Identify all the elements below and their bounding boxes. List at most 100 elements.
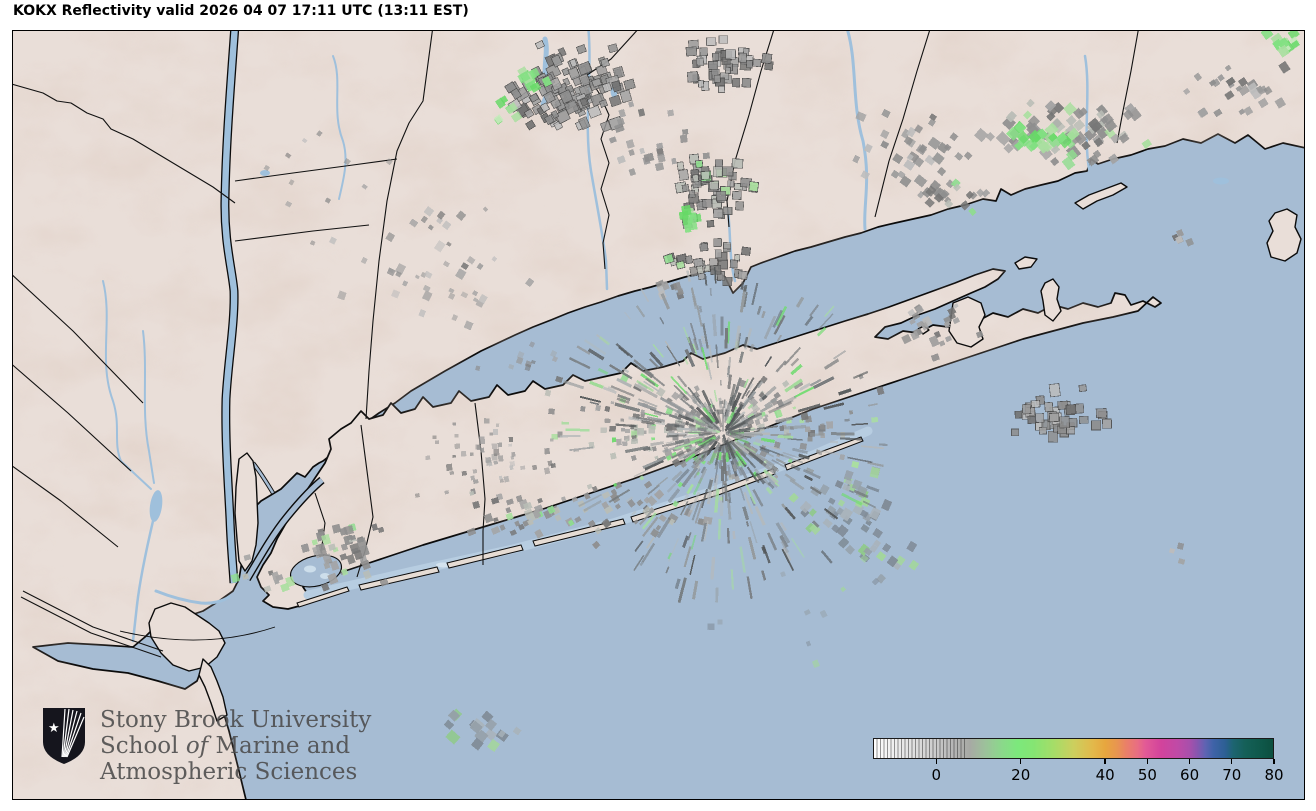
radar-spoke-echo: [722, 406, 724, 432]
radar-spoke-echo: [690, 534, 697, 550]
radar-echo: [1287, 31, 1300, 40]
radar-echo: [633, 519, 639, 525]
radar-spoke-echo: [775, 416, 793, 424]
logo-line-2: School of Marine and: [100, 733, 351, 759]
radar-spoke-echo: [576, 345, 591, 355]
radar-echo: [356, 537, 367, 548]
radar-echo: [328, 543, 337, 551]
radar-echo: [899, 175, 912, 188]
radar-echo: [1036, 128, 1048, 140]
radar-echo: [497, 455, 504, 462]
radar-echo: [532, 464, 538, 471]
radar-spoke-echo: [675, 468, 690, 484]
radar-spoke-echo: [790, 357, 800, 367]
radar-spoke-echo: [723, 459, 728, 482]
radar-echo: [460, 450, 467, 457]
radar-echo: [574, 516, 582, 524]
radar-spoke-echo: [579, 395, 602, 403]
colorbar-tick: [1146, 759, 1148, 764]
jamaica-bay-marsh: [320, 573, 330, 579]
radar-echo: [911, 311, 921, 321]
south-shore-lagoon: [296, 426, 873, 608]
radar-spoke-echo: [747, 536, 757, 560]
colorbar-tick: [1104, 759, 1106, 764]
radar-echo: [871, 577, 880, 586]
radar-spoke-echo: [765, 486, 773, 495]
radar-spoke-echo: [729, 440, 747, 458]
figure-title: KOKX Reflectivity valid 2026 04 07 17:11…: [13, 3, 469, 19]
radar-spoke-echo: [768, 401, 793, 414]
radar-spoke-echo: [714, 266, 717, 284]
radar-echo: [517, 71, 531, 84]
radar-echo: [608, 94, 622, 108]
radar-echo: [679, 134, 688, 144]
radar-spoke-echo: [682, 535, 689, 548]
radar-echo: [855, 111, 867, 122]
radar-spoke-echo: [747, 380, 762, 399]
radar-echo: [909, 318, 916, 325]
radar-spoke-echo: [609, 363, 633, 380]
radar-spoke-echo: [637, 401, 657, 412]
radar-spoke-echo: [746, 466, 760, 484]
radar-spoke-echo: [719, 495, 722, 503]
radar-spoke-echo: [701, 418, 720, 432]
radar-spoke-echo: [730, 432, 752, 439]
radar-echo: [933, 192, 944, 203]
radar-echo: [618, 108, 627, 118]
radar-echo: [549, 76, 563, 91]
radar-spoke-echo: [680, 398, 699, 413]
radar-echo: [243, 554, 252, 561]
radar-echo: [1177, 558, 1186, 565]
radar-echo: [882, 543, 892, 553]
radar-echo: [324, 197, 332, 204]
radar-echo: [837, 499, 846, 507]
radar-echo: [1055, 131, 1068, 144]
radar-echo: [764, 414, 769, 419]
radar-spoke-echo: [708, 438, 716, 446]
radar-echo: [707, 623, 715, 631]
radar-echo: [1141, 138, 1153, 149]
radar-spoke-echo: [656, 516, 672, 539]
radar-spoke-echo: [780, 540, 790, 554]
radar-echo: [735, 201, 745, 211]
radar-spoke-echo: [761, 310, 766, 319]
radar-echo: [1096, 126, 1110, 140]
radar-echo: [569, 58, 578, 68]
radar-echo: [445, 463, 453, 472]
radar-echo: [346, 554, 356, 565]
radar-echo: [483, 513, 494, 524]
kill-van-kull: [154, 589, 231, 605]
radar-spoke-echo: [677, 577, 687, 603]
radar-echo: [839, 454, 846, 461]
radar-echo: [490, 526, 501, 535]
radar-echo: [622, 441, 628, 447]
radar-spoke-echo: [712, 474, 719, 499]
radar-echo: [706, 220, 715, 228]
radar-echo: [973, 127, 989, 143]
radar-spoke-echo: [682, 326, 691, 344]
radar-spoke-echo: [805, 467, 814, 474]
radar-spoke-echo: [685, 431, 705, 434]
radar-echo: [1049, 117, 1066, 134]
radar-spoke-echo: [823, 508, 839, 520]
radar-spoke-echo: [816, 326, 827, 337]
radar-spoke-echo: [652, 343, 664, 358]
radar-spoke-echo: [775, 522, 791, 544]
nassau-suffolk-line: [474, 402, 486, 565]
radar-spoke-echo: [702, 406, 716, 423]
radar-echo: [544, 389, 552, 397]
radar-spoke-echo: [677, 413, 695, 423]
radar-echo: [969, 191, 978, 200]
radar-spoke-echo: [624, 311, 631, 320]
radar-echo: [280, 582, 290, 593]
radar-spoke-echo: [747, 403, 754, 410]
radar-spoke-echo: [725, 427, 751, 434]
radar-echo: [836, 507, 845, 516]
radar-spoke-echo: [732, 530, 736, 540]
radar-echo: [341, 568, 349, 576]
radar-spoke-echo: [691, 580, 699, 600]
radar-echo: [667, 513, 679, 524]
radar-echo: [409, 218, 419, 228]
radar-echo: [931, 186, 943, 198]
colorbar-gradient: [873, 738, 1274, 759]
